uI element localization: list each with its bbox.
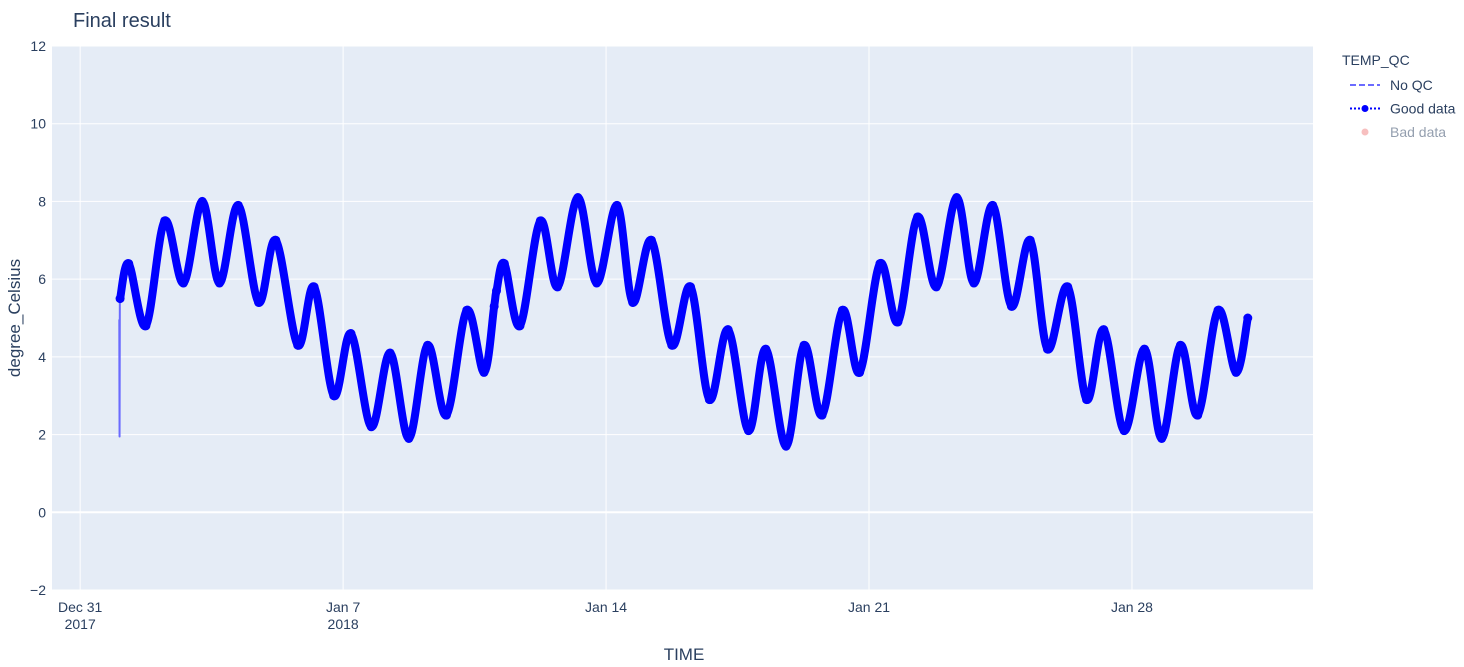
y-tick-label: −2 xyxy=(30,582,46,598)
data-point xyxy=(855,367,865,377)
x-tick-label: Dec 31 xyxy=(58,599,103,615)
data-point xyxy=(723,325,733,335)
data-point xyxy=(366,422,376,432)
data-point xyxy=(1175,340,1185,350)
data-point xyxy=(479,367,489,377)
data-point xyxy=(385,348,395,358)
data-point xyxy=(423,340,433,350)
data-point xyxy=(988,200,998,210)
data-point xyxy=(489,301,499,311)
y-axis-title: degree_Celsius xyxy=(5,259,24,377)
plot-area xyxy=(115,193,1253,451)
y-tick-label: 10 xyxy=(30,116,46,132)
data-point xyxy=(573,193,583,203)
data-point xyxy=(441,410,451,420)
data-point xyxy=(837,305,847,315)
y-tick-label: 2 xyxy=(38,427,46,443)
data-point xyxy=(309,282,319,292)
data-point xyxy=(704,395,714,405)
data-point xyxy=(115,294,125,304)
data-point xyxy=(124,259,134,269)
data-point xyxy=(969,278,979,288)
legend: No QC Good data Bad data xyxy=(1350,77,1456,140)
data-point xyxy=(462,305,472,315)
data-point xyxy=(141,321,151,331)
data-point xyxy=(254,297,264,307)
data-point xyxy=(535,216,545,226)
data-point xyxy=(553,282,563,292)
y-tick-label: 12 xyxy=(30,38,46,54)
data-point xyxy=(646,235,656,245)
legend-item[interactable]: Good data xyxy=(1350,101,1456,117)
legend-marker xyxy=(1361,105,1369,112)
data-point xyxy=(893,317,903,327)
x-tick-label: Jan 14 xyxy=(585,599,627,615)
data-point xyxy=(1006,301,1016,311)
data-point xyxy=(214,278,224,288)
y-tick-label: 8 xyxy=(38,193,46,209)
data-point xyxy=(515,321,525,331)
x-tick-label: Jan 28 xyxy=(1111,599,1153,615)
y-tick-label: 4 xyxy=(38,349,46,365)
x-tick-label: 2018 xyxy=(328,616,359,632)
data-point xyxy=(499,259,509,269)
data-point xyxy=(1193,410,1203,420)
data-point xyxy=(686,282,696,292)
data-point xyxy=(913,212,923,222)
data-point xyxy=(178,278,188,288)
legend-label: Bad data xyxy=(1390,124,1446,140)
data-point xyxy=(233,200,243,210)
data-point xyxy=(592,278,602,288)
data-point xyxy=(346,329,356,339)
data-point xyxy=(293,340,303,350)
data-point xyxy=(1231,367,1241,377)
y-tick-label: 6 xyxy=(38,271,46,287)
legend-item[interactable]: No QC xyxy=(1350,77,1433,93)
data-point xyxy=(271,235,281,245)
data-point xyxy=(667,340,677,350)
data-point xyxy=(931,282,941,292)
data-point xyxy=(799,340,809,350)
data-point xyxy=(160,216,170,226)
data-point xyxy=(1119,426,1129,436)
data-point xyxy=(743,426,753,436)
data-point xyxy=(781,441,791,451)
data-point xyxy=(1099,325,1109,335)
data-point xyxy=(875,259,885,269)
y-tick-label: 0 xyxy=(38,504,46,520)
data-point xyxy=(1042,344,1052,354)
data-point xyxy=(1213,305,1223,315)
chart-title: Final result xyxy=(73,10,171,32)
series-line xyxy=(118,293,122,438)
data-point xyxy=(492,286,502,296)
data-point xyxy=(329,391,339,401)
data-point xyxy=(628,297,638,307)
data-point xyxy=(404,433,414,443)
data-point xyxy=(1243,313,1253,323)
data-point xyxy=(1063,282,1073,292)
legend-label: No QC xyxy=(1390,77,1433,93)
x-tick-label: Jan 21 xyxy=(848,599,890,615)
x-axis-title: TIME xyxy=(664,645,705,662)
legend-title: TEMP_QC xyxy=(1342,52,1410,68)
data-point xyxy=(1157,433,1167,443)
data-point xyxy=(1139,344,1149,354)
legend-item[interactable]: Bad data xyxy=(1361,124,1447,140)
legend-label: Good data xyxy=(1390,101,1456,117)
legend-marker xyxy=(1361,128,1369,136)
x-tick-label: Jan 7 xyxy=(326,599,360,615)
data-point xyxy=(1082,395,1092,405)
data-point xyxy=(952,193,962,203)
data-point xyxy=(197,196,207,206)
grid xyxy=(52,45,1313,591)
data-point xyxy=(761,344,771,354)
data-point xyxy=(612,200,622,210)
x-tick-label: 2017 xyxy=(65,616,96,632)
data-point xyxy=(1025,235,1035,245)
data-point xyxy=(817,410,827,420)
